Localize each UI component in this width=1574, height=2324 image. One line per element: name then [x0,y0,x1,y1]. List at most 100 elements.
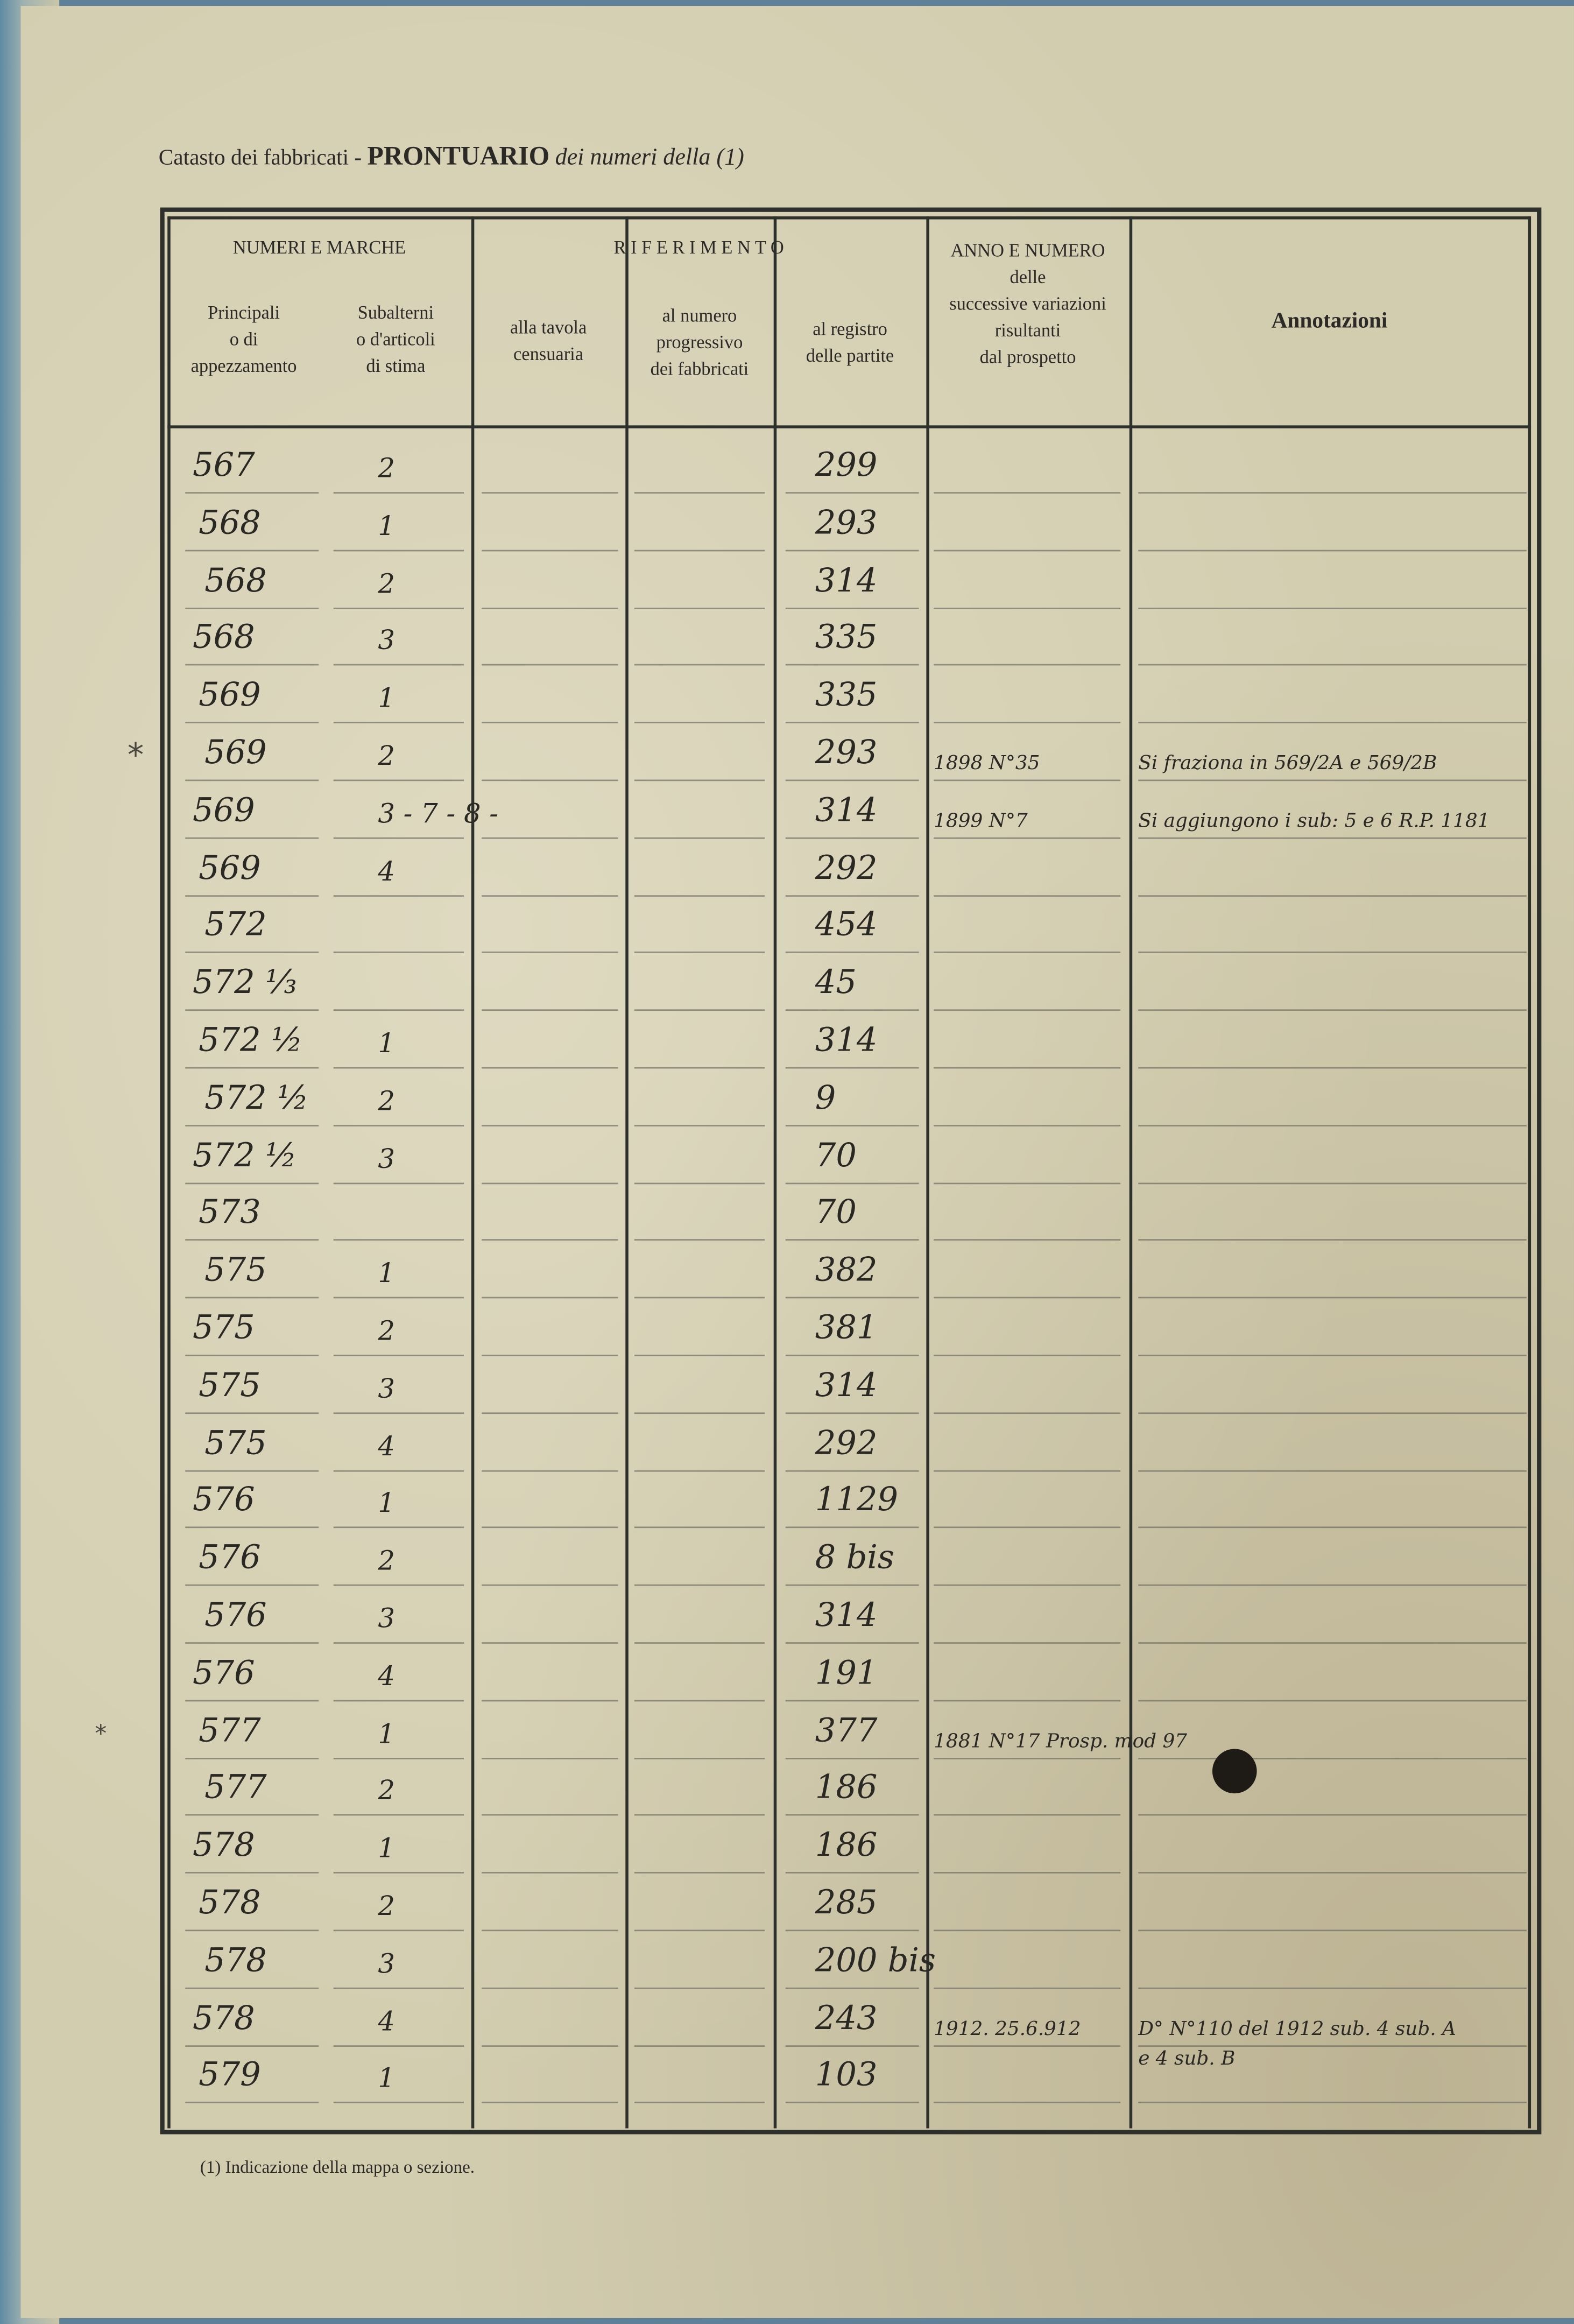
row-rule [185,1469,319,1471]
column-divider [1528,216,1530,2129]
row-rule [482,1067,618,1069]
cell-subalterno: 3 - 7 - 8 - [378,798,499,830]
header-anno-numero: ANNO E NUMERO delle successive variazion… [949,240,1106,368]
row-rule [1138,837,1527,839]
row-rule [634,1757,765,1759]
row-rule [634,779,765,781]
row-rule [934,1182,1121,1184]
row-rule [785,1929,919,1932]
column-divider [167,216,170,2129]
row-rule [785,952,919,954]
cell-principale: 575 [204,1252,267,1290]
cell-variazione: 1881 N°17 Prosp. mod 97 [934,1730,1188,1753]
row-rule [785,1642,919,1644]
row-rule [333,1527,464,1529]
cell-registro: 293 [815,505,878,543]
title-suffix: dei numeri della (1) [555,145,744,171]
row-rule [185,1009,319,1011]
cell-subalterno: 4 [378,1661,395,1693]
row-rule [185,1757,319,1759]
row-rule [333,1124,464,1126]
row-rule [634,1412,765,1414]
cell-annotazione-continued: e 4 sub. B [1138,2047,1236,2070]
cell-subalterno: 3 [378,1143,395,1175]
row-rule [185,1700,319,1701]
cell-registro: 186 [815,1827,878,1865]
row-rule [333,1929,464,1932]
row-rule [185,2045,319,2046]
cell-subalterno: 3 [378,626,395,658]
cell-principale: 575 [199,1368,261,1405]
row-rule [785,1872,919,1874]
cell-subalterno: 4 [378,1431,395,1462]
column-divider [625,216,628,2129]
row-rule [185,492,319,494]
row-rule [482,1412,618,1414]
row-rule [934,1872,1121,1874]
row-rule [185,1929,319,1932]
row-rule [1138,1987,1527,1989]
row-rule [482,607,618,609]
row-rule [482,1469,618,1471]
row-rule [634,837,765,839]
header-riferimento: R I F E R I M E N T O [613,237,784,258]
cell-annotazione: D° N°110 del 1912 sub. 4 sub. A [1138,2018,1456,2040]
cell-registro: 314 [815,1597,878,1635]
row-rule [185,664,319,666]
cell-principale: 576 [193,1482,255,1520]
cell-subalterno: 2 [378,741,395,772]
header-tavola: alla tavola censuaria [510,317,587,365]
row-rule [482,2102,618,2104]
header-progressivo: al numero progressivo dei fabbricati [650,305,749,379]
row-rule [634,664,765,666]
row-rule [185,1297,319,1299]
cell-subalterno: 3 [378,1374,395,1405]
cell-registro: 382 [815,1252,878,1290]
cell-registro: 293 [815,735,878,772]
row-rule [185,1182,319,1184]
row-rule [482,1354,618,1356]
margin-asterisk: * [95,1719,107,1748]
cell-principale: 578 [204,1942,267,1980]
cell-principale: 575 [204,1425,267,1462]
row-rule [1138,1469,1527,1471]
row-rule [482,1642,618,1644]
row-rule [333,1872,464,1874]
header-numeri-marche: NUMERI E MARCHE [232,237,406,258]
cell-registro: 314 [815,1023,878,1060]
cell-subalterno: 2 [378,568,395,600]
cell-principale: 569 [199,850,261,888]
cell-principale: 569 [204,735,267,772]
row-rule [482,1182,618,1184]
cell-subalterno: 1 [378,2064,395,2095]
row-rule [785,837,919,839]
row-rule [634,1354,765,1356]
row-rule [634,1642,765,1644]
row-rule [785,1297,919,1299]
row-rule [482,1987,618,1989]
row-rule [934,1009,1121,1011]
cell-principale: 577 [204,1770,267,1807]
row-rule [634,1987,765,1989]
row-rule [785,1009,919,1011]
row-rule [934,1354,1121,1356]
cell-principale: 579 [199,2058,261,2095]
cell-principale: 578 [193,1827,255,1865]
row-rule [785,1814,919,1816]
row-rule [634,1240,765,1242]
row-rule [185,1814,319,1816]
row-rule [934,1642,1121,1644]
row-rule [333,664,464,666]
cell-principale: 576 [204,1597,267,1635]
cell-variazione: 1898 N°35 [934,752,1040,776]
row-rule [934,1814,1121,1816]
row-rule [185,1354,319,1356]
cell-principale: 568 [199,505,261,543]
row-rule [1138,1872,1527,1874]
cell-principale: 572 ½ [193,1137,297,1175]
row-rule [333,1009,464,1011]
row-rule [1138,722,1527,724]
row-rule [634,1700,765,1701]
row-rule [185,779,319,781]
row-rule [1138,1929,1527,1932]
